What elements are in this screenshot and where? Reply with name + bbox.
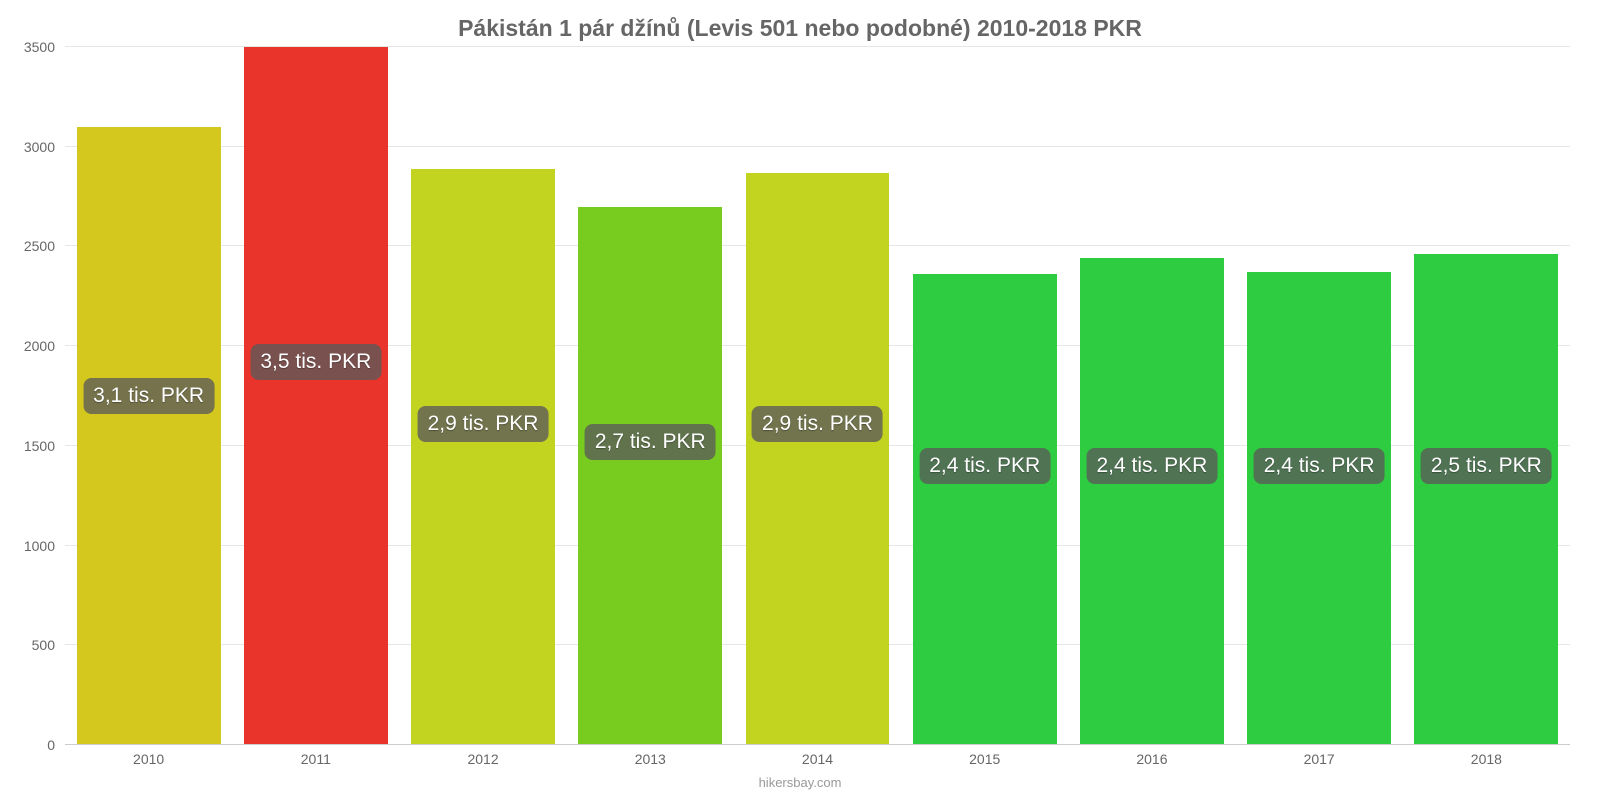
plot-row: 0500100015002000250030003500 3,1 tis. PK…	[0, 47, 1600, 745]
bar-slot: 2,4 tis. PKR	[1068, 47, 1235, 745]
bar	[913, 274, 1057, 745]
bar-slot: 3,5 tis. PKR	[232, 47, 399, 745]
baseline	[65, 744, 1570, 745]
x-tick-label: 2016	[1068, 745, 1235, 775]
bar-value-label: 2,5 tis. PKR	[1421, 448, 1552, 484]
bar-value-label: 2,9 tis. PKR	[418, 406, 549, 442]
x-tick-label: 2018	[1403, 745, 1570, 775]
x-tick-label: 2014	[734, 745, 901, 775]
bar-slot: 2,7 tis. PKR	[567, 47, 734, 745]
bar	[746, 173, 890, 745]
bar-value-label: 3,1 tis. PKR	[83, 378, 214, 414]
x-tick-label: 2012	[399, 745, 566, 775]
bar-slot: 2,4 tis. PKR	[1236, 47, 1403, 745]
bar-value-label: 3,5 tis. PKR	[250, 344, 381, 380]
x-axis: 201020112012201320142015201620172018	[0, 745, 1600, 775]
bar-value-label: 2,9 tis. PKR	[752, 406, 883, 442]
bar-slot: 2,5 tis. PKR	[1403, 47, 1570, 745]
bar	[1080, 258, 1224, 745]
bar-slot: 2,9 tis. PKR	[734, 47, 901, 745]
x-tick-label: 2010	[65, 745, 232, 775]
bar	[411, 169, 555, 745]
y-tick-label: 2000	[24, 338, 55, 354]
y-axis: 0500100015002000250030003500	[0, 47, 65, 745]
y-tick-label: 3500	[24, 39, 55, 55]
bar-slot: 2,4 tis. PKR	[901, 47, 1068, 745]
bar	[1247, 272, 1391, 745]
bar-value-label: 2,4 tis. PKR	[1254, 448, 1385, 484]
bar-value-label: 2,4 tis. PKR	[919, 448, 1050, 484]
y-tick-label: 500	[32, 637, 55, 653]
x-tick-label: 2011	[232, 745, 399, 775]
y-tick-label: 2500	[24, 238, 55, 254]
chart-title: Pákistán 1 pár džínů (Levis 501 nebo pod…	[0, 0, 1600, 47]
bar	[1414, 254, 1558, 745]
bars-layer: 3,1 tis. PKR 3,5 tis. PKR 2,9 tis. PKR 2,7 …	[65, 47, 1570, 745]
x-tick-label: 2015	[901, 745, 1068, 775]
bar-value-label: 2,7 tis. PKR	[585, 424, 716, 460]
y-tick-label: 1000	[24, 538, 55, 554]
y-tick-label: 0	[47, 737, 55, 753]
bar-slot: 3,1 tis. PKR	[65, 47, 232, 745]
bar-value-label: 2,4 tis. PKR	[1086, 448, 1217, 484]
x-tick-label: 2017	[1236, 745, 1403, 775]
bar	[77, 127, 221, 745]
chart-container: Pákistán 1 pár džínů (Levis 501 nebo pod…	[0, 0, 1600, 800]
y-tick-label: 3000	[24, 139, 55, 155]
bar-slot: 2,9 tis. PKR	[399, 47, 566, 745]
chart-source: hikersbay.com	[0, 775, 1600, 800]
bar	[244, 47, 388, 745]
bar	[578, 207, 722, 745]
x-tick-label: 2013	[567, 745, 734, 775]
plot-area: 3,1 tis. PKR 3,5 tis. PKR 2,9 tis. PKR 2,7 …	[65, 47, 1570, 745]
y-tick-label: 1500	[24, 438, 55, 454]
